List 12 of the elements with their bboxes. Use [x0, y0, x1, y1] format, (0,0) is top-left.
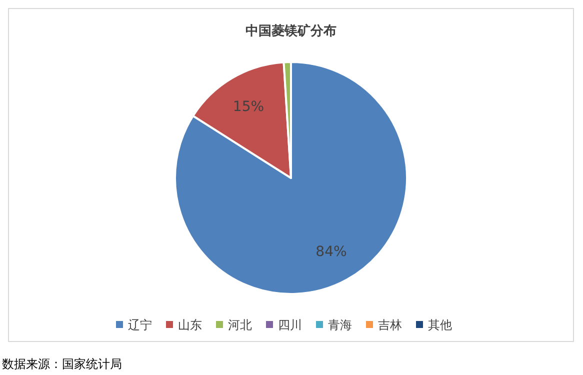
data-label: 84% — [316, 244, 347, 260]
pie-slice — [174, 61, 408, 295]
legend-label: 辽宁 — [128, 318, 152, 332]
chart-title: 中国菱镁矿分布 — [246, 23, 336, 39]
data-label: 15% — [232, 99, 264, 116]
legend-label: 青海 — [328, 318, 352, 332]
legend-label: 四川 — [278, 318, 302, 332]
legend-label: 山东 — [178, 318, 202, 332]
legend-label: 其他 — [428, 318, 452, 332]
legend-label: 吉林 — [378, 318, 402, 332]
source-note: 数据来源：国家统计局 — [2, 357, 122, 371]
legend-label: 河北 — [228, 318, 252, 332]
